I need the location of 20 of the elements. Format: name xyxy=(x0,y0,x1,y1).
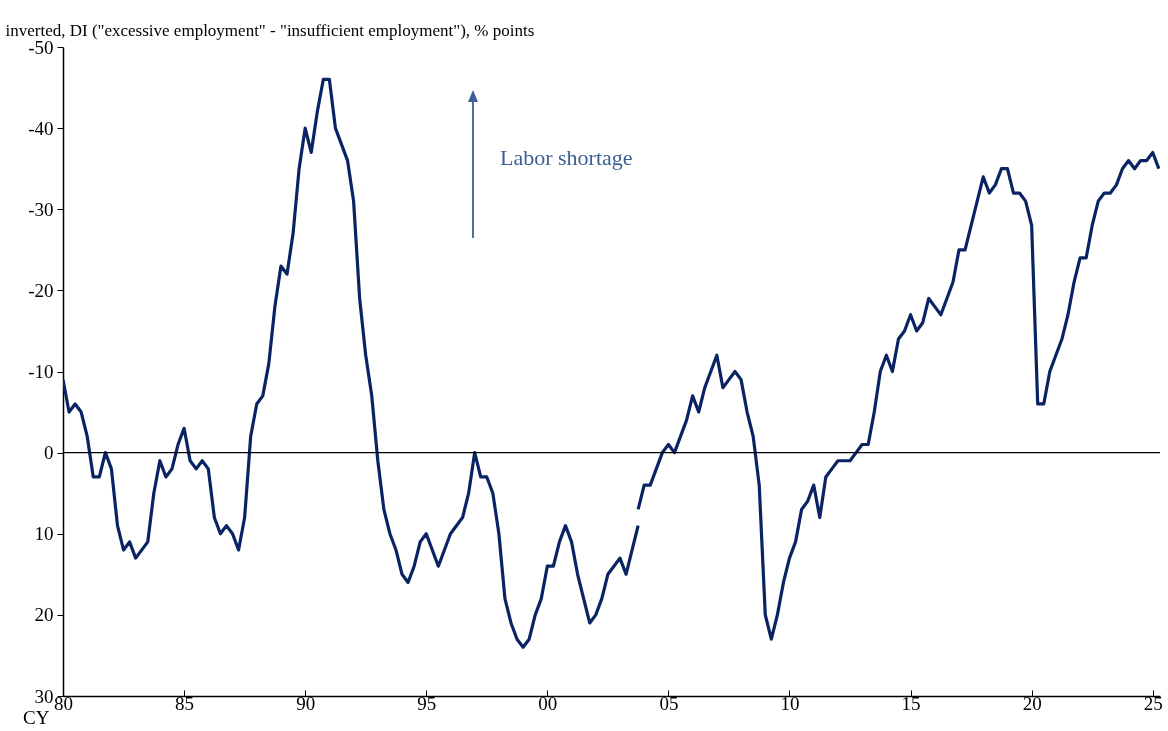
x-tick-label: 80 xyxy=(54,692,73,714)
x-tick-label: 15 xyxy=(901,692,921,714)
y-tick-label: 0 xyxy=(44,442,54,464)
x-tick-label: 85 xyxy=(175,692,195,714)
x-axis-title: CY xyxy=(23,706,50,728)
x-tick-label: 10 xyxy=(780,692,800,714)
annotation: Labor shortage xyxy=(500,145,633,170)
x-tick-label: 00 xyxy=(538,692,558,714)
x-tick-label: 20 xyxy=(1022,692,1042,714)
x-tick-label: 90 xyxy=(296,692,316,714)
y-tick-label: -40 xyxy=(28,117,54,139)
y-tick-label: 30 xyxy=(34,685,54,707)
y-tick-label: 10 xyxy=(34,523,54,545)
x-tick-label: 05 xyxy=(659,692,679,714)
x-tick-label: 25 xyxy=(1143,692,1163,714)
y-tick-label: -10 xyxy=(28,361,54,382)
x-tick-label: 95 xyxy=(417,692,437,714)
y-tick-label: 20 xyxy=(34,604,54,626)
y-tick-label: -20 xyxy=(28,279,54,301)
y-tick-label: -30 xyxy=(28,198,54,220)
